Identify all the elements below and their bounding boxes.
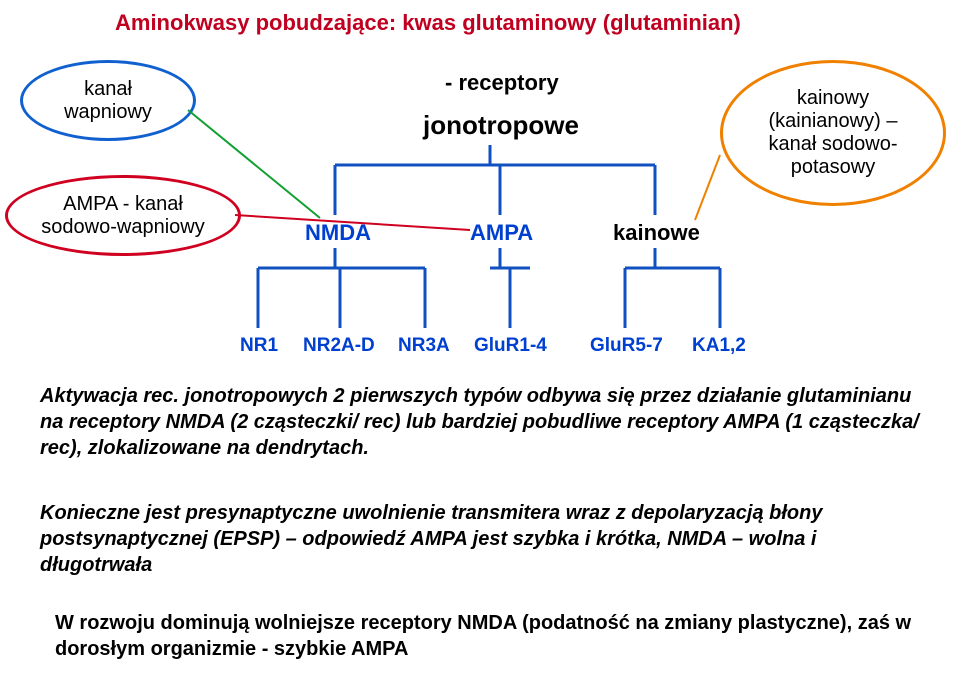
leaf-ka12: KA1,2: [692, 335, 746, 357]
bubble-line: kanał: [84, 78, 132, 101]
paragraph-3: W rozwoju dominują wolniejsze receptory …: [55, 610, 925, 662]
title-text: Aminokwasy pobudzające: kwas glutaminowy…: [115, 10, 741, 35]
leaf-glur14: GluR1-4: [474, 335, 547, 357]
leaf-glur57: GluR5-7: [590, 335, 663, 357]
bubble-line: AMPA - kanał: [63, 193, 183, 216]
leaf-nr3a: NR3A: [398, 335, 450, 357]
ampa-label: AMPA: [470, 220, 533, 246]
bubble-line: potasowy: [791, 156, 876, 179]
nmda-label: NMDA: [305, 220, 371, 246]
bubble-line: (kainianowy) –: [769, 110, 898, 133]
receptory-label: - receptory: [445, 70, 559, 96]
jonotropowe-label: jonotropowe: [423, 110, 579, 141]
bubble-line: wapniowy: [64, 101, 152, 124]
paragraph-2: Konieczne jest presynaptyczne uwolnienie…: [40, 500, 930, 578]
paragraph-1: Aktywacja rec. jonotropowych 2 pierwszyc…: [40, 383, 930, 461]
bubble-line: kainowy: [797, 87, 869, 110]
bubble-kanal-wapniowy: kanał wapniowy: [20, 60, 196, 141]
kainowe-label: kainowe: [613, 220, 700, 246]
page-title: Aminokwasy pobudzające: kwas glutaminowy…: [115, 10, 741, 36]
para1-lead: Aktywacja rec. jonotropowych: [40, 385, 328, 407]
leaf-nr2ad: NR2A-D: [303, 335, 375, 357]
bubble-ampa-kanal: AMPA - kanał sodowo-wapniowy: [5, 175, 241, 256]
bubble-line: kanał sodowo-: [769, 133, 898, 156]
bubble-kainowy: kainowy (kainianowy) – kanał sodowo- pot…: [720, 60, 946, 206]
bubble-line: sodowo-wapniowy: [41, 216, 204, 239]
leaf-nr1: NR1: [240, 335, 278, 357]
